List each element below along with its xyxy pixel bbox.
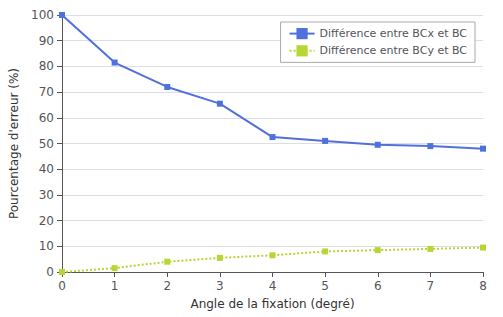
- svg-text:70: 70: [39, 85, 54, 99]
- svg-text:1: 1: [111, 279, 119, 293]
- svg-text:0: 0: [46, 265, 54, 279]
- svg-text:Différence entre BCy et BC: Différence entre BCy et BC: [320, 44, 468, 57]
- svg-text:60: 60: [39, 111, 54, 125]
- svg-text:6: 6: [374, 279, 382, 293]
- svg-text:20: 20: [39, 214, 54, 228]
- svg-text:4: 4: [269, 279, 277, 293]
- svg-text:Angle de la fixation (degré): Angle de la fixation (degré): [190, 297, 354, 311]
- svg-text:8: 8: [479, 279, 487, 293]
- svg-text:0: 0: [58, 279, 66, 293]
- svg-text:10: 10: [39, 239, 54, 253]
- svg-text:90: 90: [39, 34, 54, 48]
- svg-text:50: 50: [39, 137, 54, 151]
- svg-text:40: 40: [39, 162, 54, 176]
- svg-text:5: 5: [321, 279, 329, 293]
- svg-text:7: 7: [427, 279, 435, 293]
- svg-text:30: 30: [39, 188, 54, 202]
- svg-text:2: 2: [163, 279, 171, 293]
- svg-text:Différence entre BCx et BC: Différence entre BCx et BC: [320, 27, 468, 40]
- svg-text:80: 80: [39, 59, 54, 73]
- svg-text:3: 3: [216, 279, 224, 293]
- svg-text:100: 100: [31, 8, 54, 22]
- svg-text:Pourcentage d'erreur (%): Pourcentage d'erreur (%): [7, 68, 21, 219]
